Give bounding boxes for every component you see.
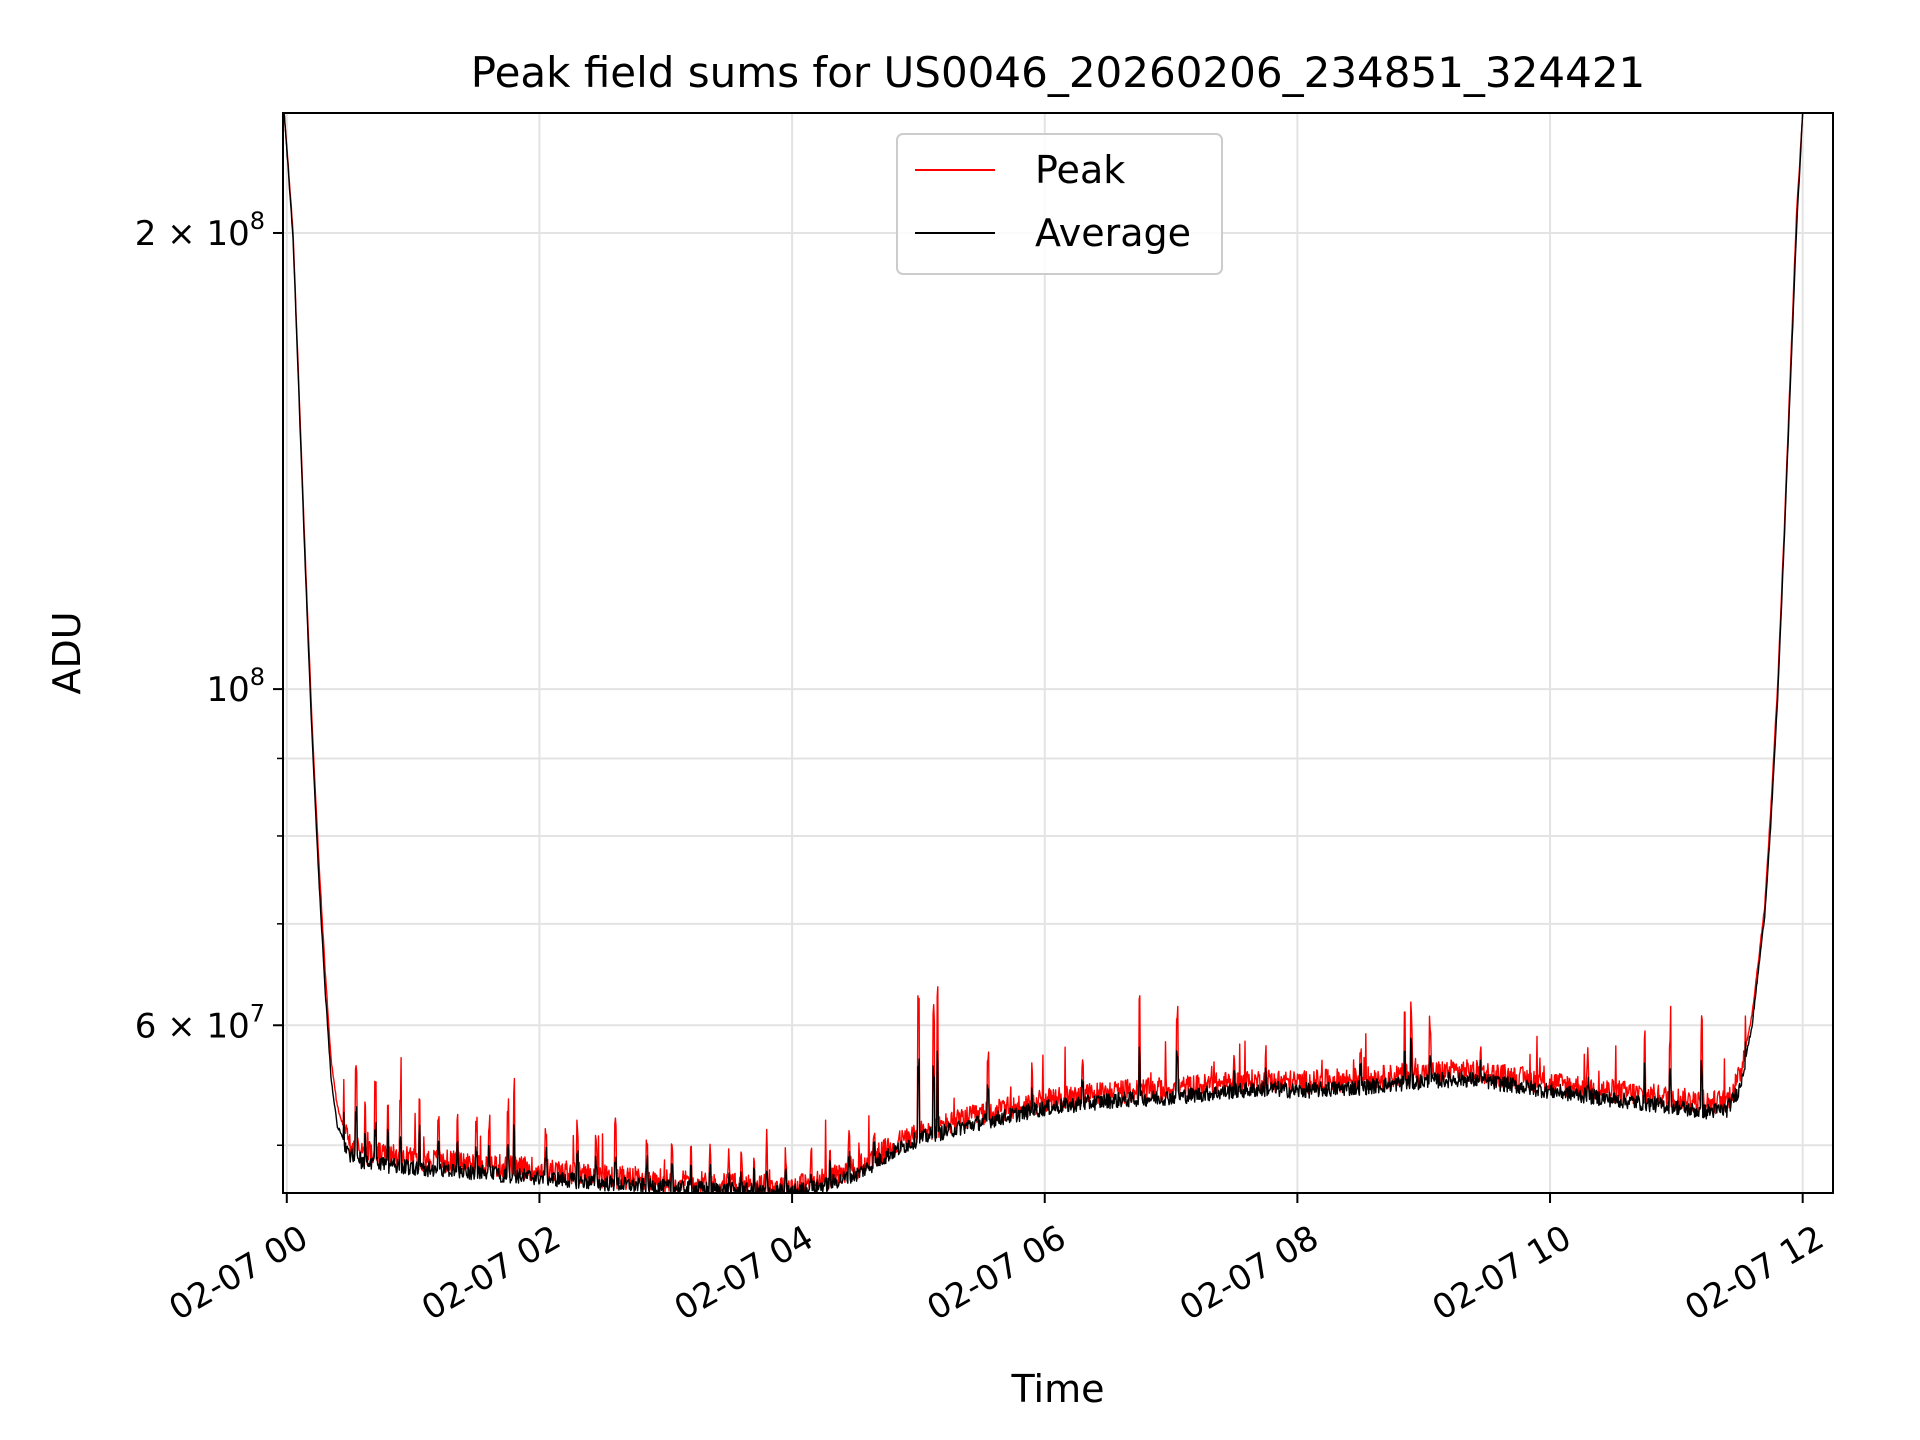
y-tick-label: 108 — [206, 663, 265, 710]
legend-average-label: Average — [1035, 211, 1191, 255]
average-series-line — [283, 113, 1804, 1193]
axis-ticks — [273, 231, 1804, 1203]
y-axis-label: ADU — [45, 611, 89, 694]
x-axis-label: Time — [1011, 1367, 1105, 1411]
legend: Peak Average — [896, 133, 1223, 275]
series-layer — [283, 113, 1804, 1193]
plot-area — [282, 112, 1834, 1194]
legend-peak-label: Peak — [1035, 148, 1125, 192]
y-tick-label: 6 × 107 — [135, 999, 265, 1046]
chart-title: Peak field sums for US0046_20260206_2348… — [471, 48, 1646, 97]
y-tick-label: 2 × 108 — [135, 207, 265, 254]
